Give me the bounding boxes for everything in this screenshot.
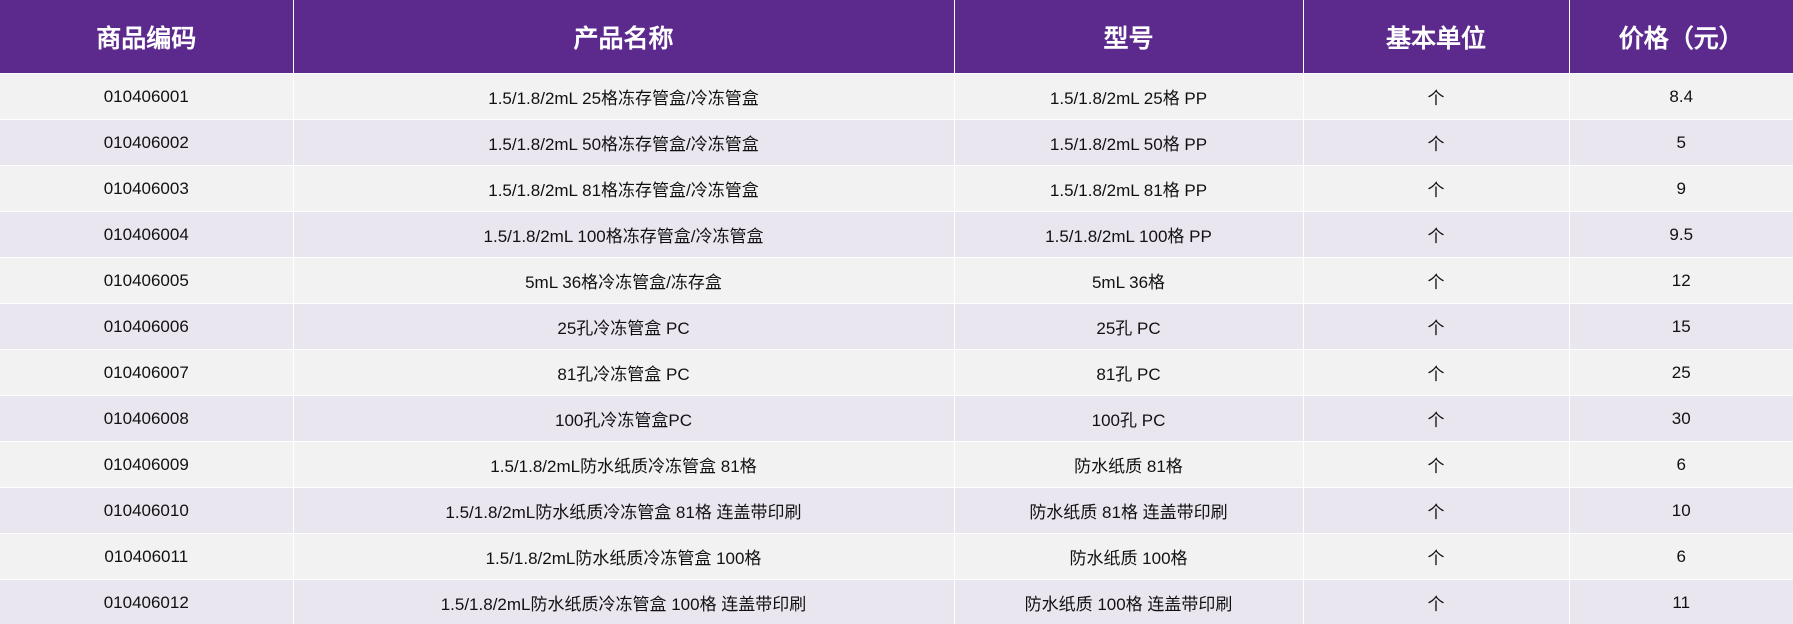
cell-product-code: 010406003	[0, 165, 294, 212]
cell-product-code: 010406009	[0, 441, 294, 488]
cell-unit: 个	[1303, 73, 1570, 120]
cell-product-name: 1.5/1.8/2mL防水纸质冷冻管盒 100格 连盖带印刷	[293, 579, 955, 624]
cell-product-code: 010406012	[0, 579, 294, 624]
table-row: 010406002 1.5/1.8/2mL 50格冻存管盒/冷冻管盒 1.5/1.8…	[0, 119, 1793, 166]
cell-model: 1.5/1.8/2mL 50格 PP	[954, 119, 1304, 166]
cell-price: 30	[1569, 395, 1793, 442]
cell-unit: 个	[1303, 211, 1570, 258]
table-row: 010406003 1.5/1.8/2mL 81格冻存管盒/冷冻管盒 1.5/1.8…	[0, 165, 1793, 212]
cell-price: 6	[1569, 441, 1793, 488]
cell-product-name: 1.5/1.8/2mL 100格冻存管盒/冷冻管盒	[293, 211, 955, 258]
cell-model: 防水纸质 81格	[954, 441, 1304, 488]
cell-product-code: 010406010	[0, 487, 294, 534]
header-unit: 基本单位	[1303, 0, 1570, 74]
cell-product-name: 1.5/1.8/2mL 81格冻存管盒/冷冻管盒	[293, 165, 955, 212]
table-row: 010406009 1.5/1.8/2mL防水纸质冷冻管盒 81格 防水纸质 81格…	[0, 441, 1793, 488]
cell-price: 12	[1569, 257, 1793, 304]
cell-price: 15	[1569, 303, 1793, 350]
cell-product-name: 100孔冷冻管盒PC	[293, 395, 955, 442]
cell-product-code: 010406001	[0, 73, 294, 120]
cell-unit: 个	[1303, 533, 1570, 580]
cell-product-code: 010406004	[0, 211, 294, 258]
cell-product-name: 1.5/1.8/2mL 50格冻存管盒/冷冻管盒	[293, 119, 955, 166]
cell-unit: 个	[1303, 487, 1570, 534]
table-row: 010406010 1.5/1.8/2mL防水纸质冷冻管盒 81格 连盖带印刷 防水…	[0, 487, 1793, 534]
table-row: 010406006 25孔冷冻管盒 PC 25孔 PC 个 15	[0, 303, 1793, 350]
cell-product-name: 5mL 36格冷冻管盒/冻存盒	[293, 257, 955, 304]
cell-model: 25孔 PC	[954, 303, 1304, 350]
cell-model: 5mL 36格	[954, 257, 1304, 304]
cell-model: 防水纸质 100格 连盖带印刷	[954, 579, 1304, 624]
cell-unit: 个	[1303, 349, 1570, 396]
cell-product-name: 1.5/1.8/2mL防水纸质冷冻管盒 81格 连盖带印刷	[293, 487, 955, 534]
header-model: 型号	[954, 0, 1304, 74]
table-row: 010406008 100孔冷冻管盒PC 100孔 PC 个 30	[0, 395, 1793, 442]
table-row: 010406005 5mL 36格冷冻管盒/冻存盒 5mL 36格个 12	[0, 257, 1793, 304]
cell-product-code: 010406007	[0, 349, 294, 396]
cell-unit: 个	[1303, 257, 1570, 304]
cell-model: 100孔 PC	[954, 395, 1304, 442]
cell-price: 9	[1569, 165, 1793, 212]
table-header: 商品编码 产品名称 型号 基本单位 价格（元）	[0, 0, 1793, 74]
cell-product-code: 010406005	[0, 257, 294, 304]
table-row: 010406007 81孔冷冻管盒 PC 81孔 PC 个 25	[0, 349, 1793, 396]
cell-product-name: 1.5/1.8/2mL防水纸质冷冻管盒 81格	[293, 441, 955, 488]
cell-model: 81孔 PC	[954, 349, 1304, 396]
cell-unit: 个	[1303, 165, 1570, 212]
header-product-code: 商品编码	[0, 0, 294, 74]
cell-unit: 个	[1303, 579, 1570, 624]
table-row: 010406011 1.5/1.8/2mL防水纸质冷冻管盒 100格 防水纸质 10…	[0, 533, 1793, 580]
cell-product-name: 25孔冷冻管盒 PC	[293, 303, 955, 350]
cell-product-name: 81孔冷冻管盒 PC	[293, 349, 955, 396]
cell-product-code: 010406011	[0, 533, 294, 580]
header-price: 价格（元）	[1569, 0, 1793, 74]
cell-product-name: 1.5/1.8/2mL防水纸质冷冻管盒 100格	[293, 533, 955, 580]
cell-model: 防水纸质 81格 连盖带印刷	[954, 487, 1304, 534]
header-product-name: 产品名称	[293, 0, 955, 74]
table-row: 010406001 1.5/1.8/2mL 25格冻存管盒/冷冻管盒 1.5/1.8…	[0, 73, 1793, 120]
cell-model: 防水纸质 100格	[954, 533, 1304, 580]
cell-unit: 个	[1303, 441, 1570, 488]
cell-model: 1.5/1.8/2mL 25格 PP	[954, 73, 1304, 120]
table-body: 010406001 1.5/1.8/2mL 25格冻存管盒/冷冻管盒 1.5/1.8…	[0, 73, 1793, 624]
cell-model: 1.5/1.8/2mL 81格 PP	[954, 165, 1304, 212]
cell-product-code: 010406002	[0, 119, 294, 166]
cell-price: 11	[1569, 579, 1793, 624]
table-row: 010406004 1.5/1.8/2mL 100格冻存管盒/冷冻管盒 1.5/1.…	[0, 211, 1793, 258]
cell-price: 9.5	[1569, 211, 1793, 258]
cell-price: 8.4	[1569, 73, 1793, 120]
cell-product-code: 010406008	[0, 395, 294, 442]
cell-price: 6	[1569, 533, 1793, 580]
table-row: 010406012 1.5/1.8/2mL防水纸质冷冻管盒 100格 连盖带印刷防…	[0, 579, 1793, 624]
cell-unit: 个	[1303, 119, 1570, 166]
cell-price: 25	[1569, 349, 1793, 396]
cell-unit: 个	[1303, 303, 1570, 350]
cell-product-code: 010406006	[0, 303, 294, 350]
cell-model: 1.5/1.8/2mL 100格 PP	[954, 211, 1304, 258]
cell-product-name: 1.5/1.8/2mL 25格冻存管盒/冷冻管盒	[293, 73, 955, 120]
header-row: 商品编码 产品名称 型号 基本单位 价格（元）	[0, 0, 1793, 74]
cell-price: 5	[1569, 119, 1793, 166]
cell-price: 10	[1569, 487, 1793, 534]
cell-unit: 个	[1303, 395, 1570, 442]
